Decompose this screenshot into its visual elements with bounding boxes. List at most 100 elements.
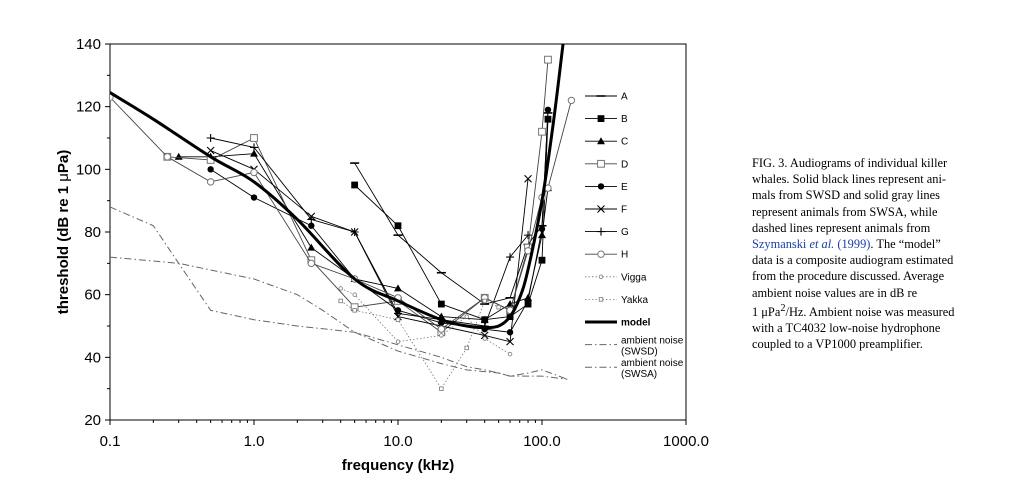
data-point	[567, 96, 576, 105]
data-point	[544, 106, 552, 114]
caption-line: from the procedure discussed. Average	[752, 269, 945, 284]
legend-label: C	[621, 137, 628, 148]
data-point	[538, 225, 546, 233]
series-ambient-noise-swsd	[110, 206, 568, 380]
caption-line: dashed lines represent animals from	[752, 220, 931, 235]
data-point	[394, 284, 402, 292]
series-line-yakka	[340, 300, 499, 390]
legend-label: H	[621, 250, 628, 261]
data-point	[250, 149, 258, 157]
data-point	[395, 339, 401, 344]
citation-link[interactable]: Szymanski et al. (1999)	[752, 237, 871, 252]
data-point	[394, 309, 402, 318]
x-tick-label: 1000.0	[663, 433, 709, 450]
caption-line: mals from SWSD and solid gray lines	[752, 188, 940, 203]
legend-item-model: model	[585, 318, 651, 329]
legend-marker	[597, 205, 605, 213]
data-point	[174, 152, 183, 160]
legend-label: G	[621, 227, 629, 238]
data-point	[250, 143, 258, 152]
series-yakka	[338, 298, 501, 391]
data-point	[506, 337, 514, 346]
legend-marker	[597, 159, 605, 168]
legend-label: F	[621, 205, 627, 216]
data-point	[524, 174, 532, 183]
data-point	[437, 325, 446, 333]
y-tick-label: 60	[84, 287, 101, 304]
legend-marker	[598, 274, 604, 279]
legend-item-e: E	[585, 182, 628, 193]
data-point	[482, 336, 487, 341]
legend-label: (SWSD)	[621, 347, 658, 358]
data-point	[506, 329, 514, 336]
series-f	[206, 146, 532, 346]
legend-label: Yakka	[621, 295, 648, 306]
x-tick-label: 100.0	[523, 433, 561, 450]
legend-item-vigga: Vigga	[585, 272, 647, 283]
legend-label: Vigga	[621, 272, 647, 283]
data-point	[352, 292, 357, 297]
data-point	[308, 222, 315, 229]
data-point	[250, 168, 258, 177]
legend-item-h: H	[585, 250, 628, 261]
data-point	[482, 298, 487, 304]
series-ambient-noise-swsa	[110, 256, 568, 380]
series-line-b	[354, 119, 549, 321]
legend-label: ambient noise	[621, 336, 684, 347]
data-point	[496, 304, 501, 310]
caption-line: ambient noise values are in dB re	[752, 285, 918, 300]
data-point	[394, 222, 402, 230]
x-tick-label: 10.0	[383, 433, 412, 450]
legend-label: ambient noise	[621, 358, 684, 369]
legend-label: (SWSA)	[621, 369, 657, 380]
series-h	[110, 93, 576, 333]
legend-marker	[597, 250, 605, 258]
data-point	[464, 314, 469, 319]
data-point	[544, 55, 552, 64]
data-point	[352, 308, 357, 313]
series-line-e	[210, 109, 549, 333]
series-g	[206, 134, 533, 330]
legend-item-ambient-noise-swsa: ambient noise(SWSA)	[585, 358, 684, 380]
data-point	[524, 297, 532, 305]
series-vigga	[338, 286, 513, 357]
data-point	[480, 331, 489, 340]
y-tick-label: 20	[84, 412, 101, 429]
series-line-h	[110, 96, 572, 330]
legend-marker	[597, 183, 605, 190]
legend-label: B	[621, 114, 628, 125]
data-point	[338, 286, 343, 291]
caption-line: 1 μPa	[752, 304, 781, 319]
legend-item-d: D	[585, 159, 628, 170]
caption-line: FIG. 3. Audiograms of individual killer	[752, 156, 948, 170]
data-point	[307, 215, 316, 224]
mu-symbol: μ	[55, 173, 72, 182]
audiogram-chart: 0.1 1.0 10.0 100.0 1000.0 20 40 60 80 100 120 140 A…	[55, 36, 709, 474]
data-point	[538, 231, 546, 239]
legend-item-b: B	[585, 114, 628, 125]
series-model	[110, 44, 565, 330]
legend-label: model	[621, 318, 651, 329]
data-point	[439, 386, 444, 391]
y-tick-label: 140	[76, 36, 101, 53]
data-point	[544, 115, 552, 123]
caption-line: . The “model”	[870, 237, 941, 252]
series-e	[207, 106, 552, 336]
caption-line: with a TC4032 low-noise hydrophone	[752, 321, 941, 336]
data-point	[351, 181, 359, 189]
data-point	[506, 300, 515, 308]
series-line-ambient-noise-swsa	[110, 256, 568, 380]
x-axis-title: frequency (kHz)	[342, 457, 455, 474]
y-tick-label: 100	[76, 161, 101, 178]
series-d	[163, 55, 552, 337]
caption-line: coupled to a VP1000 preamplifier.	[752, 337, 923, 352]
data-point	[206, 178, 215, 186]
caption-line: data is a composite audiogram estimated	[752, 253, 954, 268]
y-axis-title: threshold (dB re 1 μPa)	[55, 150, 72, 315]
figure-caption: FIG. 3. Audiograms of individual killer …	[752, 156, 955, 352]
data-point	[538, 127, 546, 136]
series-line-model	[110, 44, 565, 330]
legend-item-f: F	[585, 205, 627, 216]
legend-marker	[597, 227, 605, 236]
data-point	[439, 333, 444, 338]
